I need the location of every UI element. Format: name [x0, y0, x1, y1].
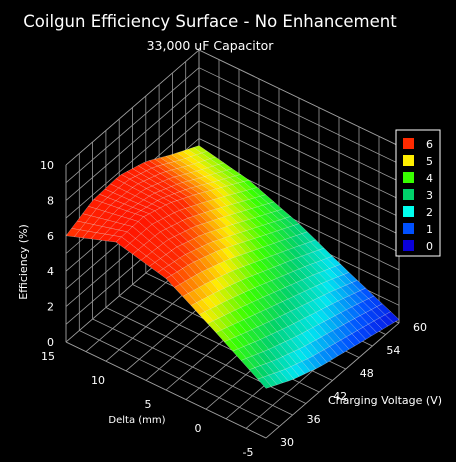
legend-swatch	[403, 223, 414, 234]
legend-label: 4	[426, 172, 433, 185]
legend-swatch	[403, 172, 414, 183]
z-tick-label: 6	[47, 230, 54, 243]
legend-label: 5	[426, 155, 433, 168]
grid-line-back-horizontal	[198, 102, 400, 200]
legend-label: 1	[426, 223, 433, 236]
legend-swatch	[403, 138, 414, 149]
grid-line-left-horizontal	[65, 102, 200, 219]
x-axis-label: Delta (mm)	[108, 415, 165, 426]
axis-frame-edge	[198, 49, 400, 147]
y-axis-label: Charging Voltage (V)	[328, 394, 442, 407]
x-tick-label: 10	[91, 374, 105, 387]
z-tick-label: 8	[47, 194, 54, 207]
legend-swatch	[403, 155, 414, 166]
axis-frame-edge	[265, 322, 400, 439]
legend-swatch	[403, 240, 414, 251]
y-tick-label: 60	[413, 321, 427, 334]
y-tick-label: 42	[333, 390, 347, 403]
grid-line-back-horizontal	[198, 67, 400, 165]
z-tick-label: 4	[47, 265, 54, 278]
y-tick-label: 54	[386, 344, 400, 357]
legend-swatch	[403, 206, 414, 217]
grid-line-back-horizontal	[198, 138, 400, 235]
x-tick-label: 0	[195, 422, 202, 435]
axis-frame-edge	[65, 341, 267, 439]
legend-label: 2	[426, 206, 433, 219]
z-tick-label: 0	[47, 336, 54, 349]
z-axis-label: Efficiency (%)	[17, 224, 30, 300]
surface-mesh	[65, 145, 400, 389]
x-tick-label: 15	[41, 350, 55, 363]
legend-box	[395, 129, 441, 257]
legend-swatch	[403, 189, 414, 200]
grid-line-back-horizontal	[198, 120, 400, 218]
legend: 6 5 4 3 2 1 0	[395, 129, 441, 257]
grid-line-back-horizontal	[198, 85, 400, 182]
chart-title: Coilgun Efficiency Surface - No Enhancem…	[23, 12, 397, 31]
legend-label: 3	[426, 189, 433, 202]
grid-line-left-horizontal	[65, 85, 200, 201]
y-tick-label: 36	[307, 413, 321, 426]
grid-line-left-horizontal	[65, 67, 200, 184]
legend-label: 6	[426, 138, 433, 151]
axis-frame-edge	[65, 49, 200, 166]
x-tick-label: 5	[145, 398, 152, 411]
legend-label: 0	[426, 240, 433, 253]
z-tick-label: 10	[40, 159, 54, 172]
axis-ticks: 0 2 4 6 8 10 15 10 5 0 -5 30 36 42 48 54 60	[40, 159, 427, 459]
surface-cell	[257, 376, 272, 389]
x-tick-label: -5	[243, 446, 254, 459]
z-tick-label: 2	[47, 301, 54, 314]
y-tick-label: 48	[360, 367, 374, 380]
chart-subtitle: 33,000 uF Capacitor	[147, 38, 275, 53]
y-tick-label: 30	[280, 436, 294, 449]
